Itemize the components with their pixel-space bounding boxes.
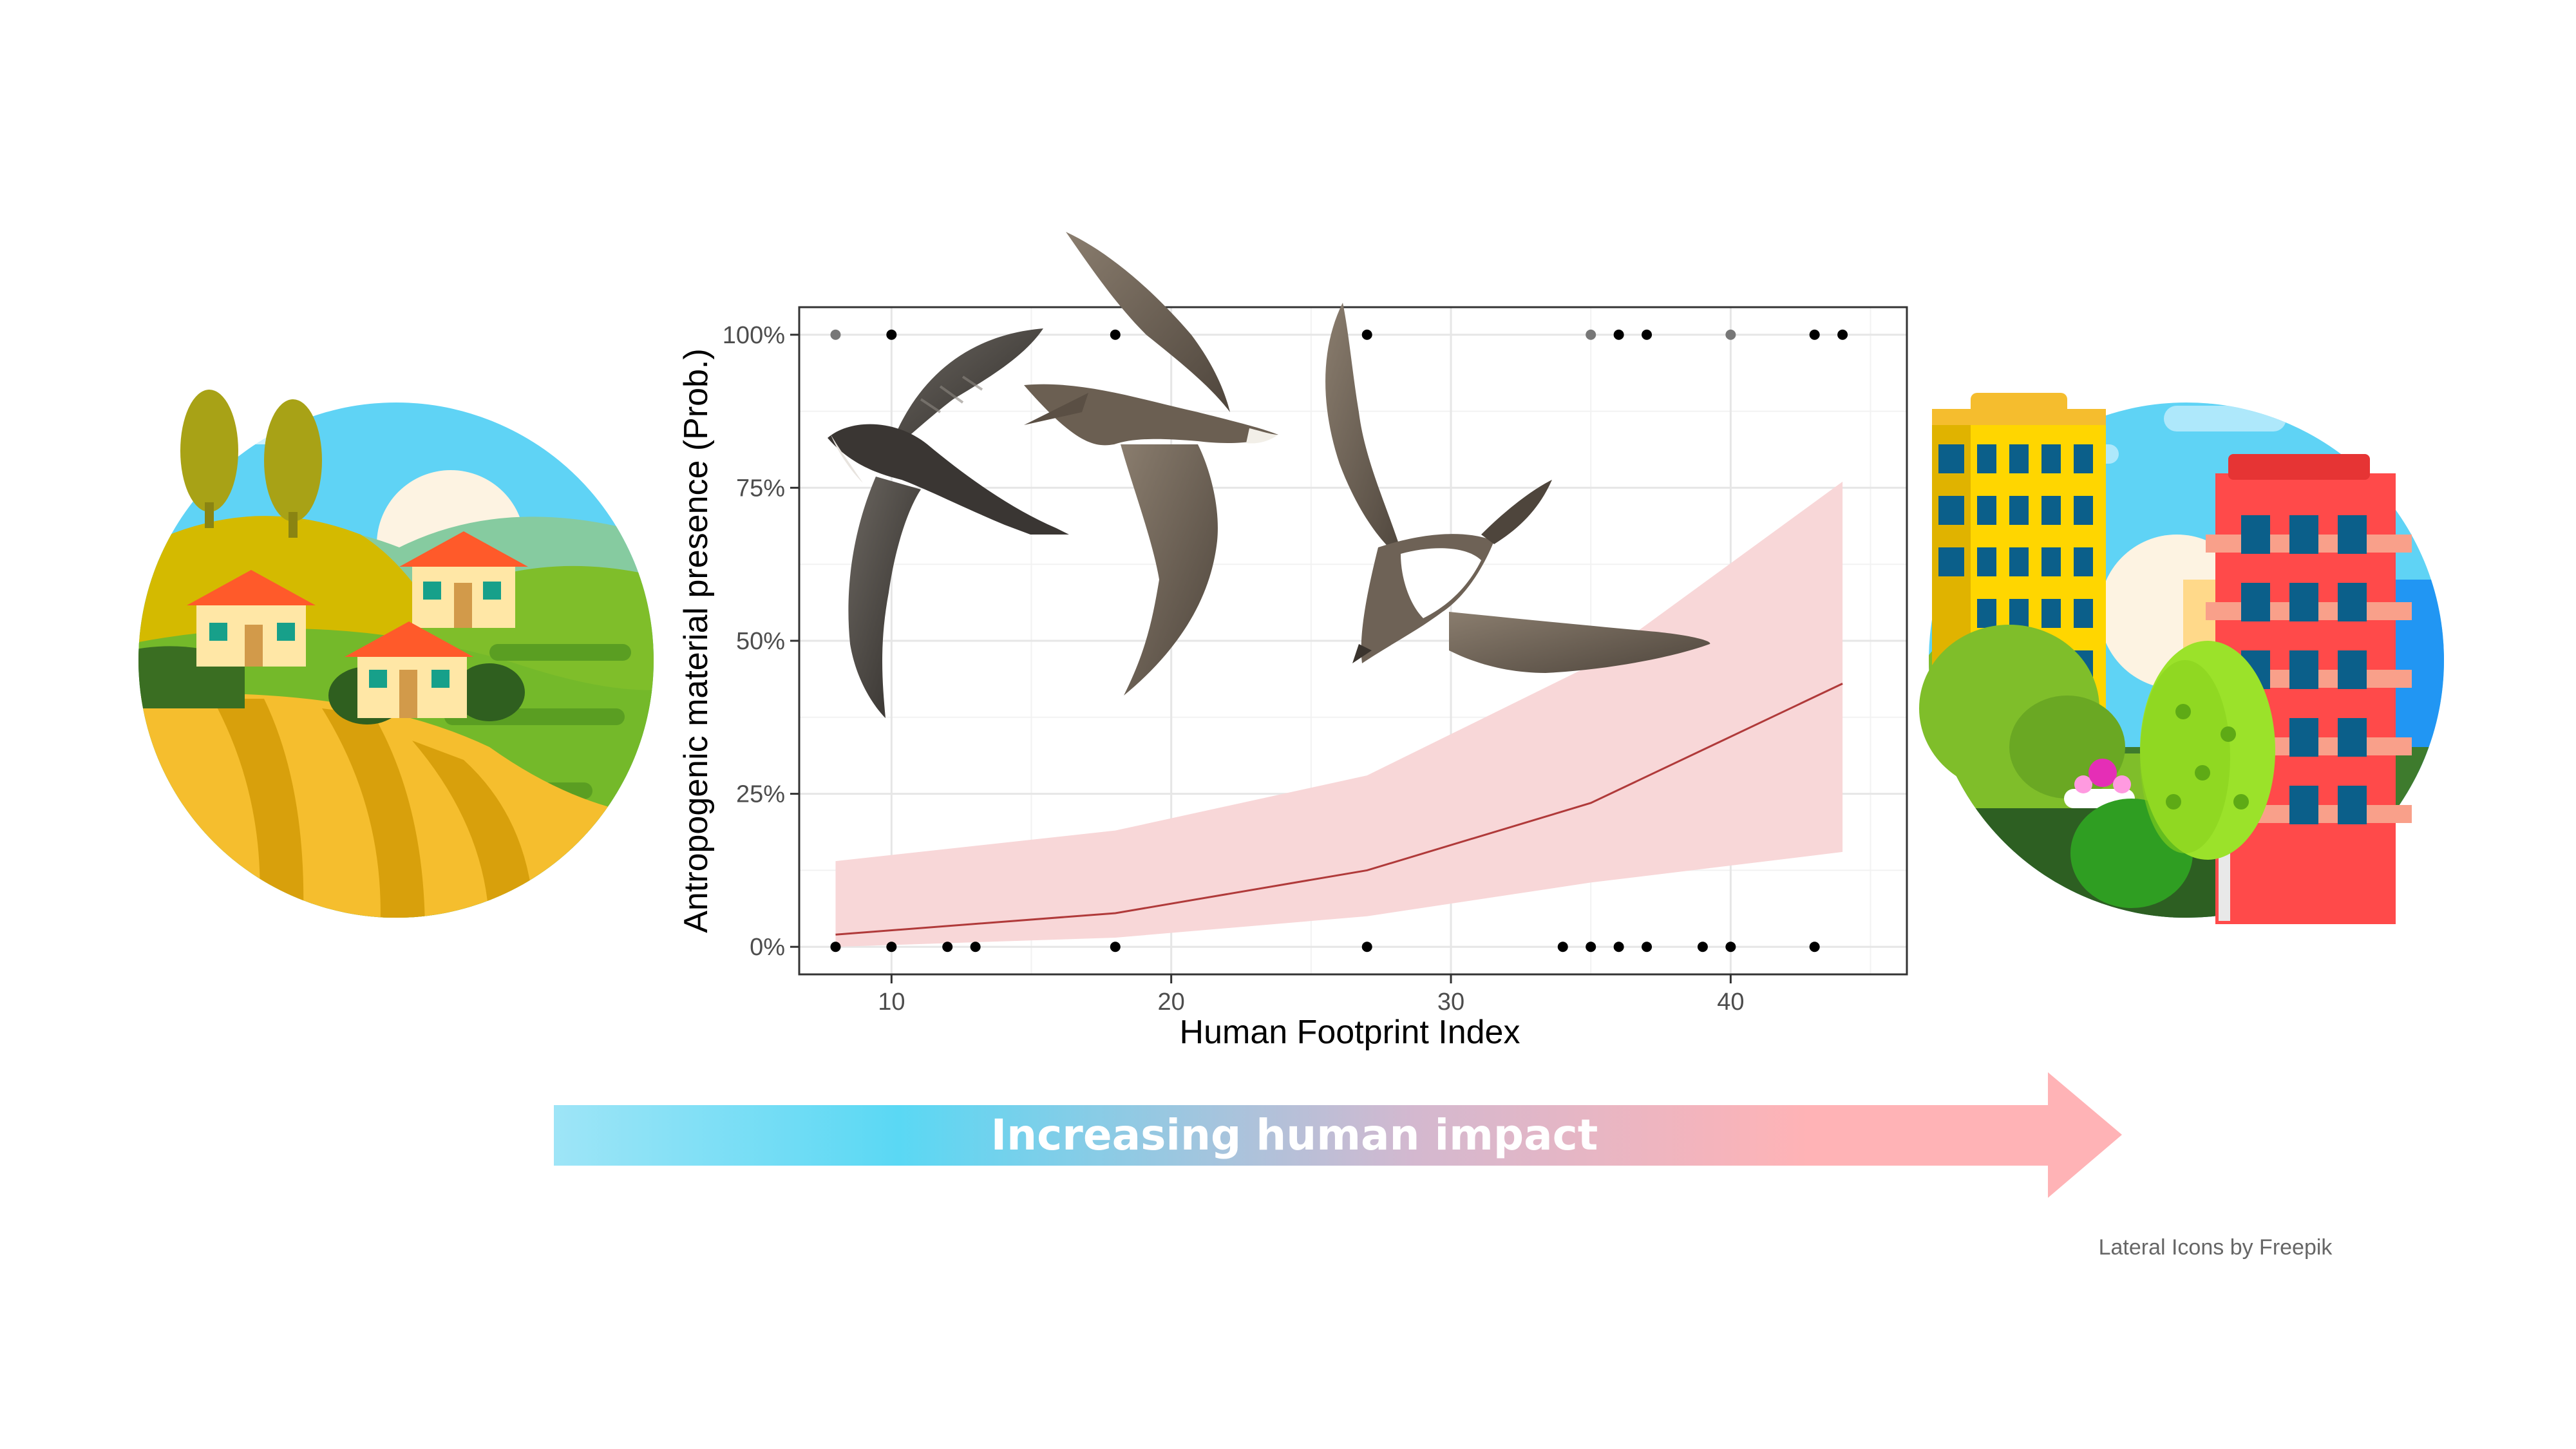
y-axis-title: Antropogenic material presence (Prob.) xyxy=(677,348,715,933)
data-point xyxy=(1586,942,1596,952)
data-point xyxy=(886,329,897,340)
y-tick-label: 100% xyxy=(723,322,785,349)
swift-bird-brown xyxy=(1024,232,1278,696)
y-tick-label: 25% xyxy=(736,781,785,808)
x-tick-label: 30 xyxy=(1437,989,1464,1016)
data-point xyxy=(1586,329,1596,340)
data-point xyxy=(1110,942,1121,952)
data-point xyxy=(1809,942,1820,952)
y-tick-label: 50% xyxy=(736,628,785,655)
x-tick-label: 40 xyxy=(1717,989,1744,1016)
data-point xyxy=(1642,942,1653,952)
data-point xyxy=(1725,942,1736,952)
data-point xyxy=(1809,329,1820,340)
credit-text: Lateral Icons by Freepik xyxy=(2099,1235,2333,1260)
data-point xyxy=(1557,942,1568,952)
data-point xyxy=(1361,942,1372,952)
data-point xyxy=(830,329,841,340)
house-icon xyxy=(399,531,528,628)
data-point xyxy=(886,942,897,952)
data-point xyxy=(1613,329,1624,340)
rural-landscape-icon xyxy=(138,390,654,918)
y-tick-label: 75% xyxy=(736,475,785,502)
data-point xyxy=(1725,329,1736,340)
house-icon xyxy=(187,570,316,667)
chart: 10 20 30 40 0% 25% 50% 75% 100% Human Footprint … xyxy=(677,306,1908,1051)
data-point xyxy=(1697,942,1708,952)
fit-line xyxy=(835,683,1843,936)
confidence-ribbon xyxy=(835,481,1843,947)
data-point xyxy=(942,942,953,952)
data-point xyxy=(1361,329,1372,340)
y-tick-label: 0% xyxy=(750,934,785,961)
red-building xyxy=(2206,454,2412,924)
impact-arrow: Increasing human impact xyxy=(554,1072,2122,1198)
swift-bird-white-belly xyxy=(1325,303,1710,673)
x-tick-label: 20 xyxy=(1158,989,1185,1016)
house-icon xyxy=(345,621,473,718)
data-point xyxy=(1642,329,1653,340)
x-tick-label: 10 xyxy=(878,989,905,1016)
data-point xyxy=(1110,329,1121,340)
swift-bird-dark xyxy=(828,328,1069,718)
city-buildings-icon xyxy=(1919,393,2444,924)
arrow-label: Increasing human impact xyxy=(991,1110,1598,1160)
tree-icon xyxy=(2070,641,2275,921)
data-point xyxy=(1613,942,1624,952)
data-point xyxy=(1837,329,1848,340)
x-axis-title: Human Footprint Index xyxy=(1180,1014,1520,1051)
data-point xyxy=(830,942,841,952)
data-point xyxy=(970,942,981,952)
